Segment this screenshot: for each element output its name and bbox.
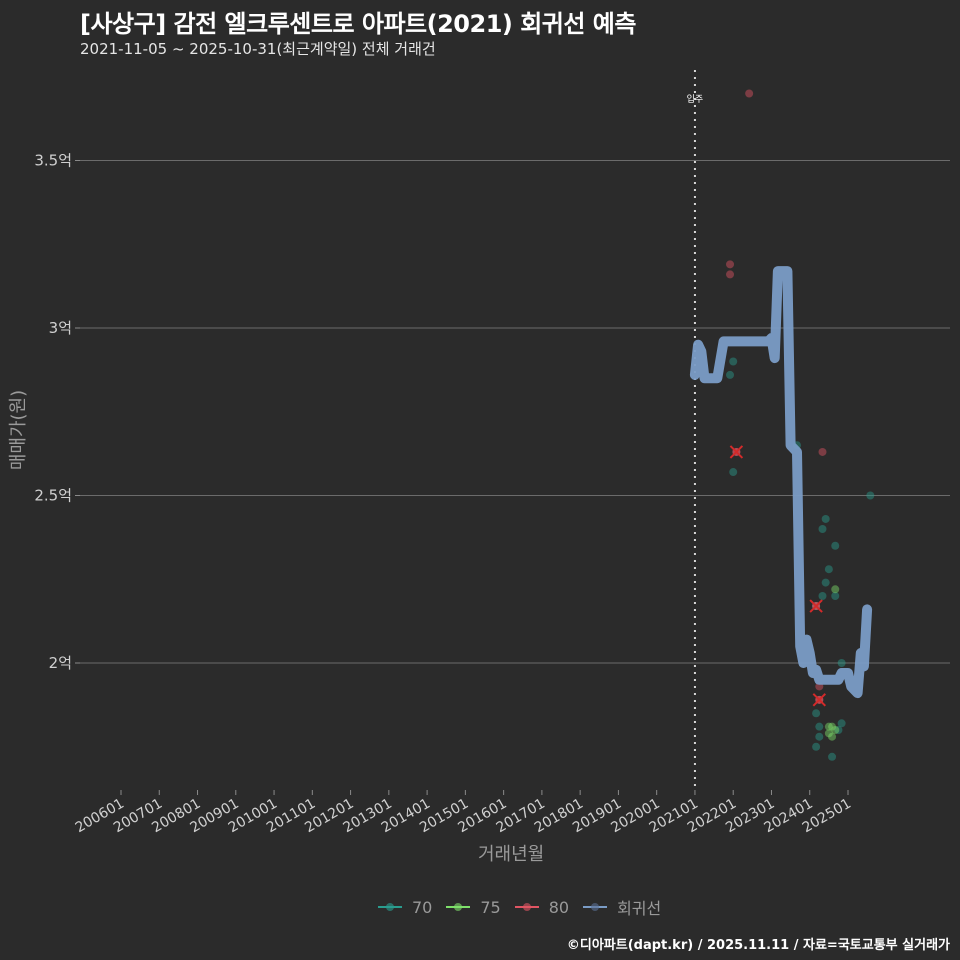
y-tick-label: 3억 [49,319,72,337]
regression-line [689,266,873,699]
data-point [831,592,840,600]
data-point [828,722,837,731]
legend-key-icon [514,901,539,913]
legend-label: 회귀선 [617,899,662,918]
footer-credit: ©디아파트(dapt.kr) / 2025.11.11 / 자료=국토교통부 실… [566,938,950,953]
data-point [726,260,735,269]
y-tick-label: 2.5억 [34,487,72,505]
data-point [828,732,837,741]
legend-key-icon [583,901,608,913]
data-point [726,370,735,379]
move-in-label: 입주 [687,93,704,105]
legend-item-80: 80 [514,897,570,917]
data-point [818,592,827,600]
data-point [745,89,754,98]
y-tick-label: 2억 [49,654,72,672]
data-point [824,565,833,574]
legend-label: 70 [412,897,433,917]
data-point [729,357,738,366]
y-axis-label: 매매가(원) [8,389,29,471]
legend-label: 80 [548,897,570,917]
data-point [821,514,830,523]
data-point [729,468,738,477]
data-point [815,732,824,741]
x-marker-icon [729,445,744,459]
legend-key-icon [378,901,402,913]
legend-key-icon [446,901,471,913]
data-point [828,752,837,761]
data-point [834,726,843,734]
data-point [726,270,735,279]
legend-item-70: 70 [378,898,432,917]
data-point [812,742,821,751]
data-point [824,722,833,731]
data-point [818,525,827,533]
x-marker-icon [809,599,823,613]
legend-label: 75 [480,897,501,917]
data-point [815,722,824,731]
data-point [824,729,833,738]
data-point [837,719,846,728]
data-point [831,585,840,594]
data-point [837,659,846,667]
data-point [821,578,830,587]
legend-item-75: 75 [446,897,501,917]
data-point [812,709,821,718]
data-point [818,447,827,456]
legend-item-regression: 회귀선 [583,895,661,919]
x-axis-label: 거래년월 [478,844,545,865]
data-point [831,541,840,550]
legend: 70 75 80 회귀선 [378,895,661,919]
y-tick-label: 3.5억 [34,152,72,170]
data-point [831,726,840,734]
x-marker-icon [812,693,827,707]
chart-title: [사상구] 감전 엘크루센트로 아파트(2021) 회귀선 예측 [80,10,636,38]
data-point [866,491,875,500]
chart-subtitle: 2021-11-05 ~ 2025-10-31(최근계약일) 전체 거래건 [80,40,436,58]
